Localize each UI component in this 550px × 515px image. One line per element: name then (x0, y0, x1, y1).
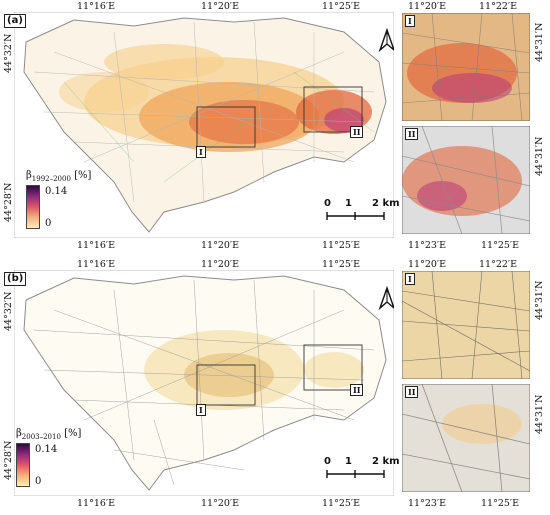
panel-label-a: (a) (4, 14, 26, 28)
scale-2-b: 2 km (372, 456, 400, 467)
inset-lon-bottom-2-b: 11°25′E (481, 498, 520, 509)
inset-lat-1-b: 44°31′N (534, 280, 545, 320)
panel-b: 11°16′E 11°20′E 11°25′E 11°20′E 11°22′E … (0, 258, 550, 515)
legend-max-a: 0.14 (45, 186, 68, 197)
inset-label-II-a: II (405, 128, 419, 140)
lon-label-top-1: 11°16′E (77, 1, 116, 12)
inset-lon-label-top-2: 11°22′E (479, 259, 518, 270)
lon-label-bottom-3: 11°25′E (322, 240, 361, 251)
lon-label-top-3: 11°25′E (322, 1, 361, 12)
inset-marker-I: I (196, 146, 206, 158)
panel-label-b: (b) (4, 272, 27, 286)
legend-max-b: 0.14 (35, 444, 58, 455)
lon-label-bottom-2: 11°20′E (201, 498, 240, 509)
lat-label-1: 44°32′N (3, 33, 14, 73)
scale-bar-b (326, 470, 385, 478)
lon-label-bottom-2: 11°20′E (201, 240, 240, 251)
lon-label-bottom-1: 11°16′E (77, 240, 116, 251)
scale-1-a: 1 (345, 198, 352, 209)
lat-label-2: 44°28′N (3, 182, 14, 222)
inset-marker-II: II (350, 384, 364, 396)
legend-colorbar-b (16, 443, 30, 487)
inset-lat-2-b: 44°31′N (534, 394, 545, 434)
inset-lon-bottom-1-a: 11°23′E (408, 240, 447, 251)
inset-lon-label-top-2: 11°22′E (479, 1, 518, 12)
inset-lon-label-top-1: 11°20′E (408, 1, 447, 12)
legend-title-b: β2003–2010 [%] (16, 428, 82, 441)
scale-0-a: 0 (324, 198, 331, 209)
scale-1-b: 1 (345, 456, 352, 467)
inset-label-II-b: II (405, 386, 419, 398)
map-a (14, 12, 394, 238)
legend-min-a: 0 (45, 218, 52, 229)
inset-lat-1-a: 44°31′N (534, 22, 545, 62)
inset-lon-bottom-1-b: 11°23′E (408, 498, 447, 509)
inset-I-b (402, 271, 530, 379)
inset-marker-I: I (196, 404, 206, 416)
inset-II-b (402, 384, 530, 492)
inset-label-I-b: I (405, 273, 415, 285)
legend-title-a: β1992–2000 [%] (26, 170, 92, 183)
inset-lat-2-a: 44°31′N (534, 136, 545, 176)
scale-bar-a (326, 212, 385, 220)
lon-label-top-1: 11°16′E (77, 259, 116, 270)
inset-marker-II: II (350, 126, 364, 138)
scale-2-a: 2 km (372, 198, 400, 209)
inset-lon-label-top-1: 11°20′E (408, 259, 447, 270)
inset-label-I-a: I (405, 15, 415, 27)
legend-colorbar-a (26, 185, 40, 229)
lon-label-top-3: 11°25′E (322, 259, 361, 270)
lat-label-2: 44°28′N (3, 440, 14, 480)
map-b (14, 270, 394, 496)
inset-I-a (402, 13, 530, 121)
lon-label-bottom-3: 11°25′E (322, 498, 361, 509)
lon-label-bottom-1: 11°16′E (77, 498, 116, 509)
lat-label-1: 44°32′N (3, 291, 14, 331)
scale-0-b: 0 (324, 456, 331, 467)
panel-a: 11°16′E 11°20′E 11°25′E 11°20′E 11°22′E … (3, 1, 545, 251)
inset-lon-bottom-2-a: 11°25′E (481, 240, 520, 251)
legend-min-b: 0 (35, 476, 42, 487)
lon-label-top-2: 11°20′E (201, 1, 240, 12)
lon-label-top-2: 11°20′E (201, 259, 240, 270)
inset-II-a (402, 126, 530, 234)
